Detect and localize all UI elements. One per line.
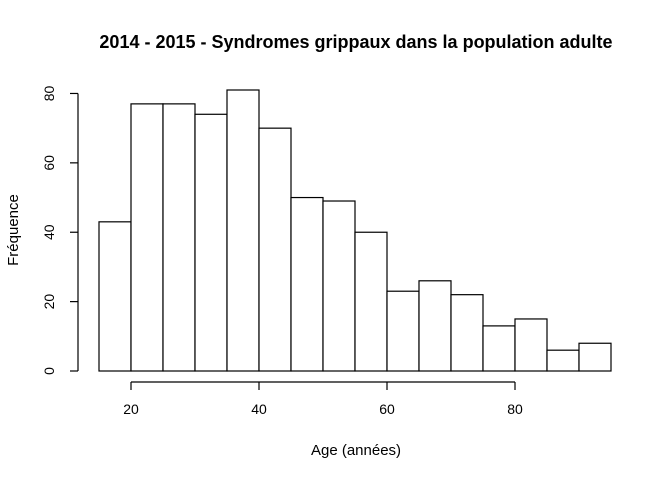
x-axis-label: Age (années)	[311, 442, 401, 459]
histogram-bar	[226, 89, 260, 372]
y-tick-label: 80	[41, 85, 57, 101]
histogram-bar	[258, 127, 292, 372]
y-axis: 0 20 40 60 80	[41, 85, 79, 375]
histogram-bar	[578, 342, 612, 372]
histogram-bar	[290, 196, 324, 372]
x-tick-label: 60	[379, 401, 395, 417]
histogram-bar	[386, 290, 420, 372]
histogram-bar	[418, 280, 452, 372]
x-axis: 20 40 60 80	[123, 381, 523, 417]
histogram-bar	[450, 294, 484, 372]
chart-title: 2014 - 2015 - Syndromes grippaux dans la…	[99, 32, 612, 52]
y-tick-label: 20	[41, 294, 57, 310]
y-axis-label: Fréquence	[5, 194, 22, 266]
histogram-bar	[194, 113, 228, 372]
histogram-bar	[482, 325, 516, 372]
histogram-bar	[130, 103, 164, 372]
x-tick-label: 20	[123, 401, 139, 417]
histogram-bar	[98, 221, 132, 372]
histogram-bar	[546, 349, 580, 372]
bars-group	[98, 89, 612, 372]
y-tick-label: 0	[41, 367, 57, 375]
histogram-bar	[162, 103, 196, 372]
histogram-bar	[354, 231, 388, 372]
y-tick-label: 40	[41, 224, 57, 240]
histogram-bar	[514, 318, 548, 372]
x-tick-label: 80	[507, 401, 523, 417]
y-tick-label: 60	[41, 155, 57, 171]
x-tick-label: 40	[251, 401, 267, 417]
histogram-bar	[322, 200, 356, 372]
